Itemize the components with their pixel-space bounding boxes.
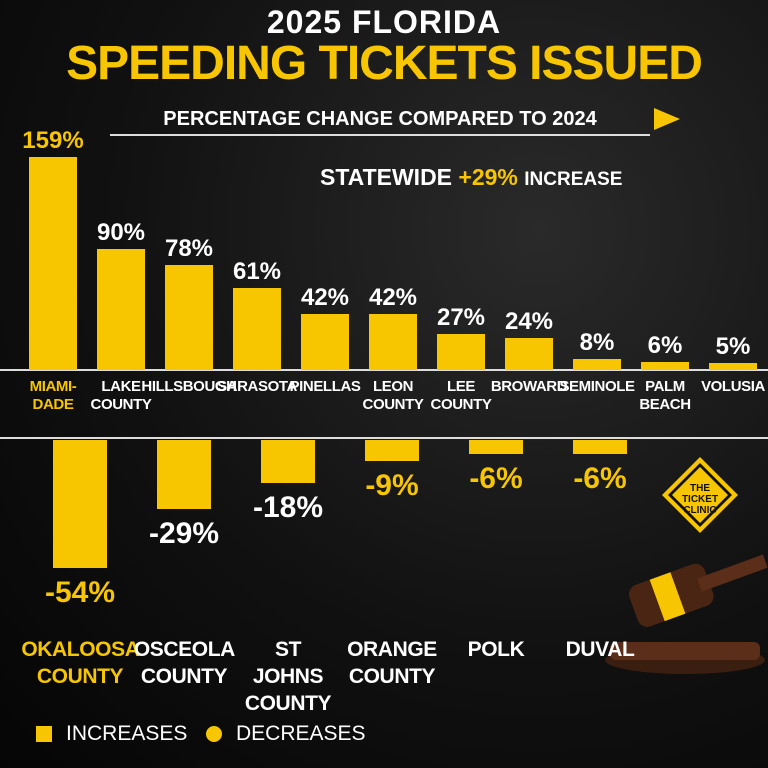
gavel-illustration	[605, 554, 768, 674]
category-box: DUVAL	[555, 636, 645, 663]
category-label: OKALOOSA COUNTY	[21, 638, 140, 688]
value-label: -29%	[148, 516, 220, 550]
category-label: ORANGE COUNTY	[347, 638, 437, 688]
category-label: ST JOHNS COUNTY	[244, 638, 332, 715]
legend-swatch	[206, 726, 222, 742]
value-label: -18%	[252, 490, 324, 524]
category-label: HILLSBOUGH	[141, 378, 237, 395]
value-label: -9%	[365, 469, 419, 503]
bar	[29, 156, 77, 370]
value-label: 42%	[300, 283, 350, 311]
value-label: 42%	[368, 283, 418, 311]
category-label: BROWARD	[490, 378, 568, 395]
category-box: PALM BEACH	[632, 378, 698, 414]
value-label: 61%	[232, 258, 282, 286]
category-label: POLK	[467, 638, 525, 661]
bar	[233, 288, 281, 370]
bar	[469, 440, 523, 455]
bar	[709, 363, 757, 370]
bar	[53, 440, 107, 568]
bar	[505, 337, 553, 370]
legend-label: DECREASES	[236, 722, 366, 745]
category-label: LEON COUNTY	[362, 378, 424, 413]
value-label: 90%	[96, 219, 146, 247]
value-label: -6%	[469, 462, 523, 496]
category-label: SARASOTA	[217, 378, 297, 395]
bar	[573, 359, 621, 370]
value-label: 27%	[436, 303, 486, 331]
category-box: PINELLAS	[289, 378, 361, 396]
value-label: 78%	[164, 235, 214, 263]
category-box: POLK	[451, 636, 541, 663]
category-label: PALM BEACH	[639, 378, 691, 413]
bar	[301, 313, 349, 370]
category-box: LEE COUNTY	[428, 378, 494, 414]
value-label: 6%	[647, 331, 683, 359]
value-label: 5%	[715, 333, 751, 361]
category-box: OKALOOSA COUNTY	[21, 636, 140, 690]
category-box: LEON COUNTY	[360, 378, 426, 414]
legend-label: INCREASES	[66, 722, 188, 745]
category-label: VOLUSIA	[701, 378, 765, 395]
value-label: -54%	[44, 575, 116, 609]
separator	[0, 369, 768, 371]
statewide-label: STATEWIDE	[320, 164, 453, 190]
subtitle-arrow	[654, 108, 680, 130]
value-label: 8%	[579, 329, 615, 357]
value-label: -6%	[573, 462, 627, 496]
category-box: BROWARD	[491, 378, 568, 396]
bar	[573, 440, 627, 455]
statewide-value: +29%	[458, 164, 518, 190]
category-label: SEMINOLE	[559, 378, 635, 395]
statewide-note: STATEWIDE +29% INCREASE	[320, 164, 622, 191]
category-box: MIAMI-DADE	[20, 378, 86, 414]
category-label: PINELLAS	[289, 378, 361, 395]
title-line1: 2025 FLORIDA	[266, 4, 502, 40]
bar	[165, 265, 213, 370]
value-label: 159%	[22, 126, 84, 154]
category-box: SEMINOLE	[559, 378, 635, 396]
logo-text: THE TICKET CLINIC	[681, 483, 719, 516]
category-box: ORANGE COUNTY	[347, 636, 437, 690]
bar	[261, 440, 315, 483]
category-box: LAKE COUNTY	[88, 378, 154, 414]
bar	[97, 249, 145, 370]
legend-swatch	[36, 726, 52, 742]
bar	[369, 313, 417, 370]
bar	[157, 440, 211, 509]
bar	[437, 333, 485, 370]
statewide-suffix: INCREASE	[524, 169, 623, 190]
logo-badge	[662, 457, 738, 533]
category-box: ST JOHNS COUNTY	[243, 636, 333, 717]
category-label: DUVAL	[565, 638, 635, 661]
category-box: SARASOTA	[217, 378, 297, 396]
category-box: HILLSBOUGH	[141, 378, 237, 396]
value-label: 24%	[504, 307, 554, 335]
category-label: MIAMI-DADE	[29, 378, 77, 413]
category-label: OSCEOLA COUNTY	[133, 638, 235, 688]
bar	[641, 361, 689, 370]
title-line2: SPEEDING TICKETS ISSUED	[66, 37, 703, 90]
subtitle-box	[110, 106, 650, 136]
category-label: LAKE COUNTY	[90, 378, 152, 413]
separator	[0, 437, 768, 439]
subtitle: PERCENTAGE CHANGE COMPARED TO 2024	[163, 108, 597, 130]
category-box: OSCEOLA COUNTY	[134, 636, 235, 690]
category-box: VOLUSIA	[700, 378, 766, 396]
bar	[365, 440, 419, 462]
category-label: LEE COUNTY	[430, 378, 492, 413]
